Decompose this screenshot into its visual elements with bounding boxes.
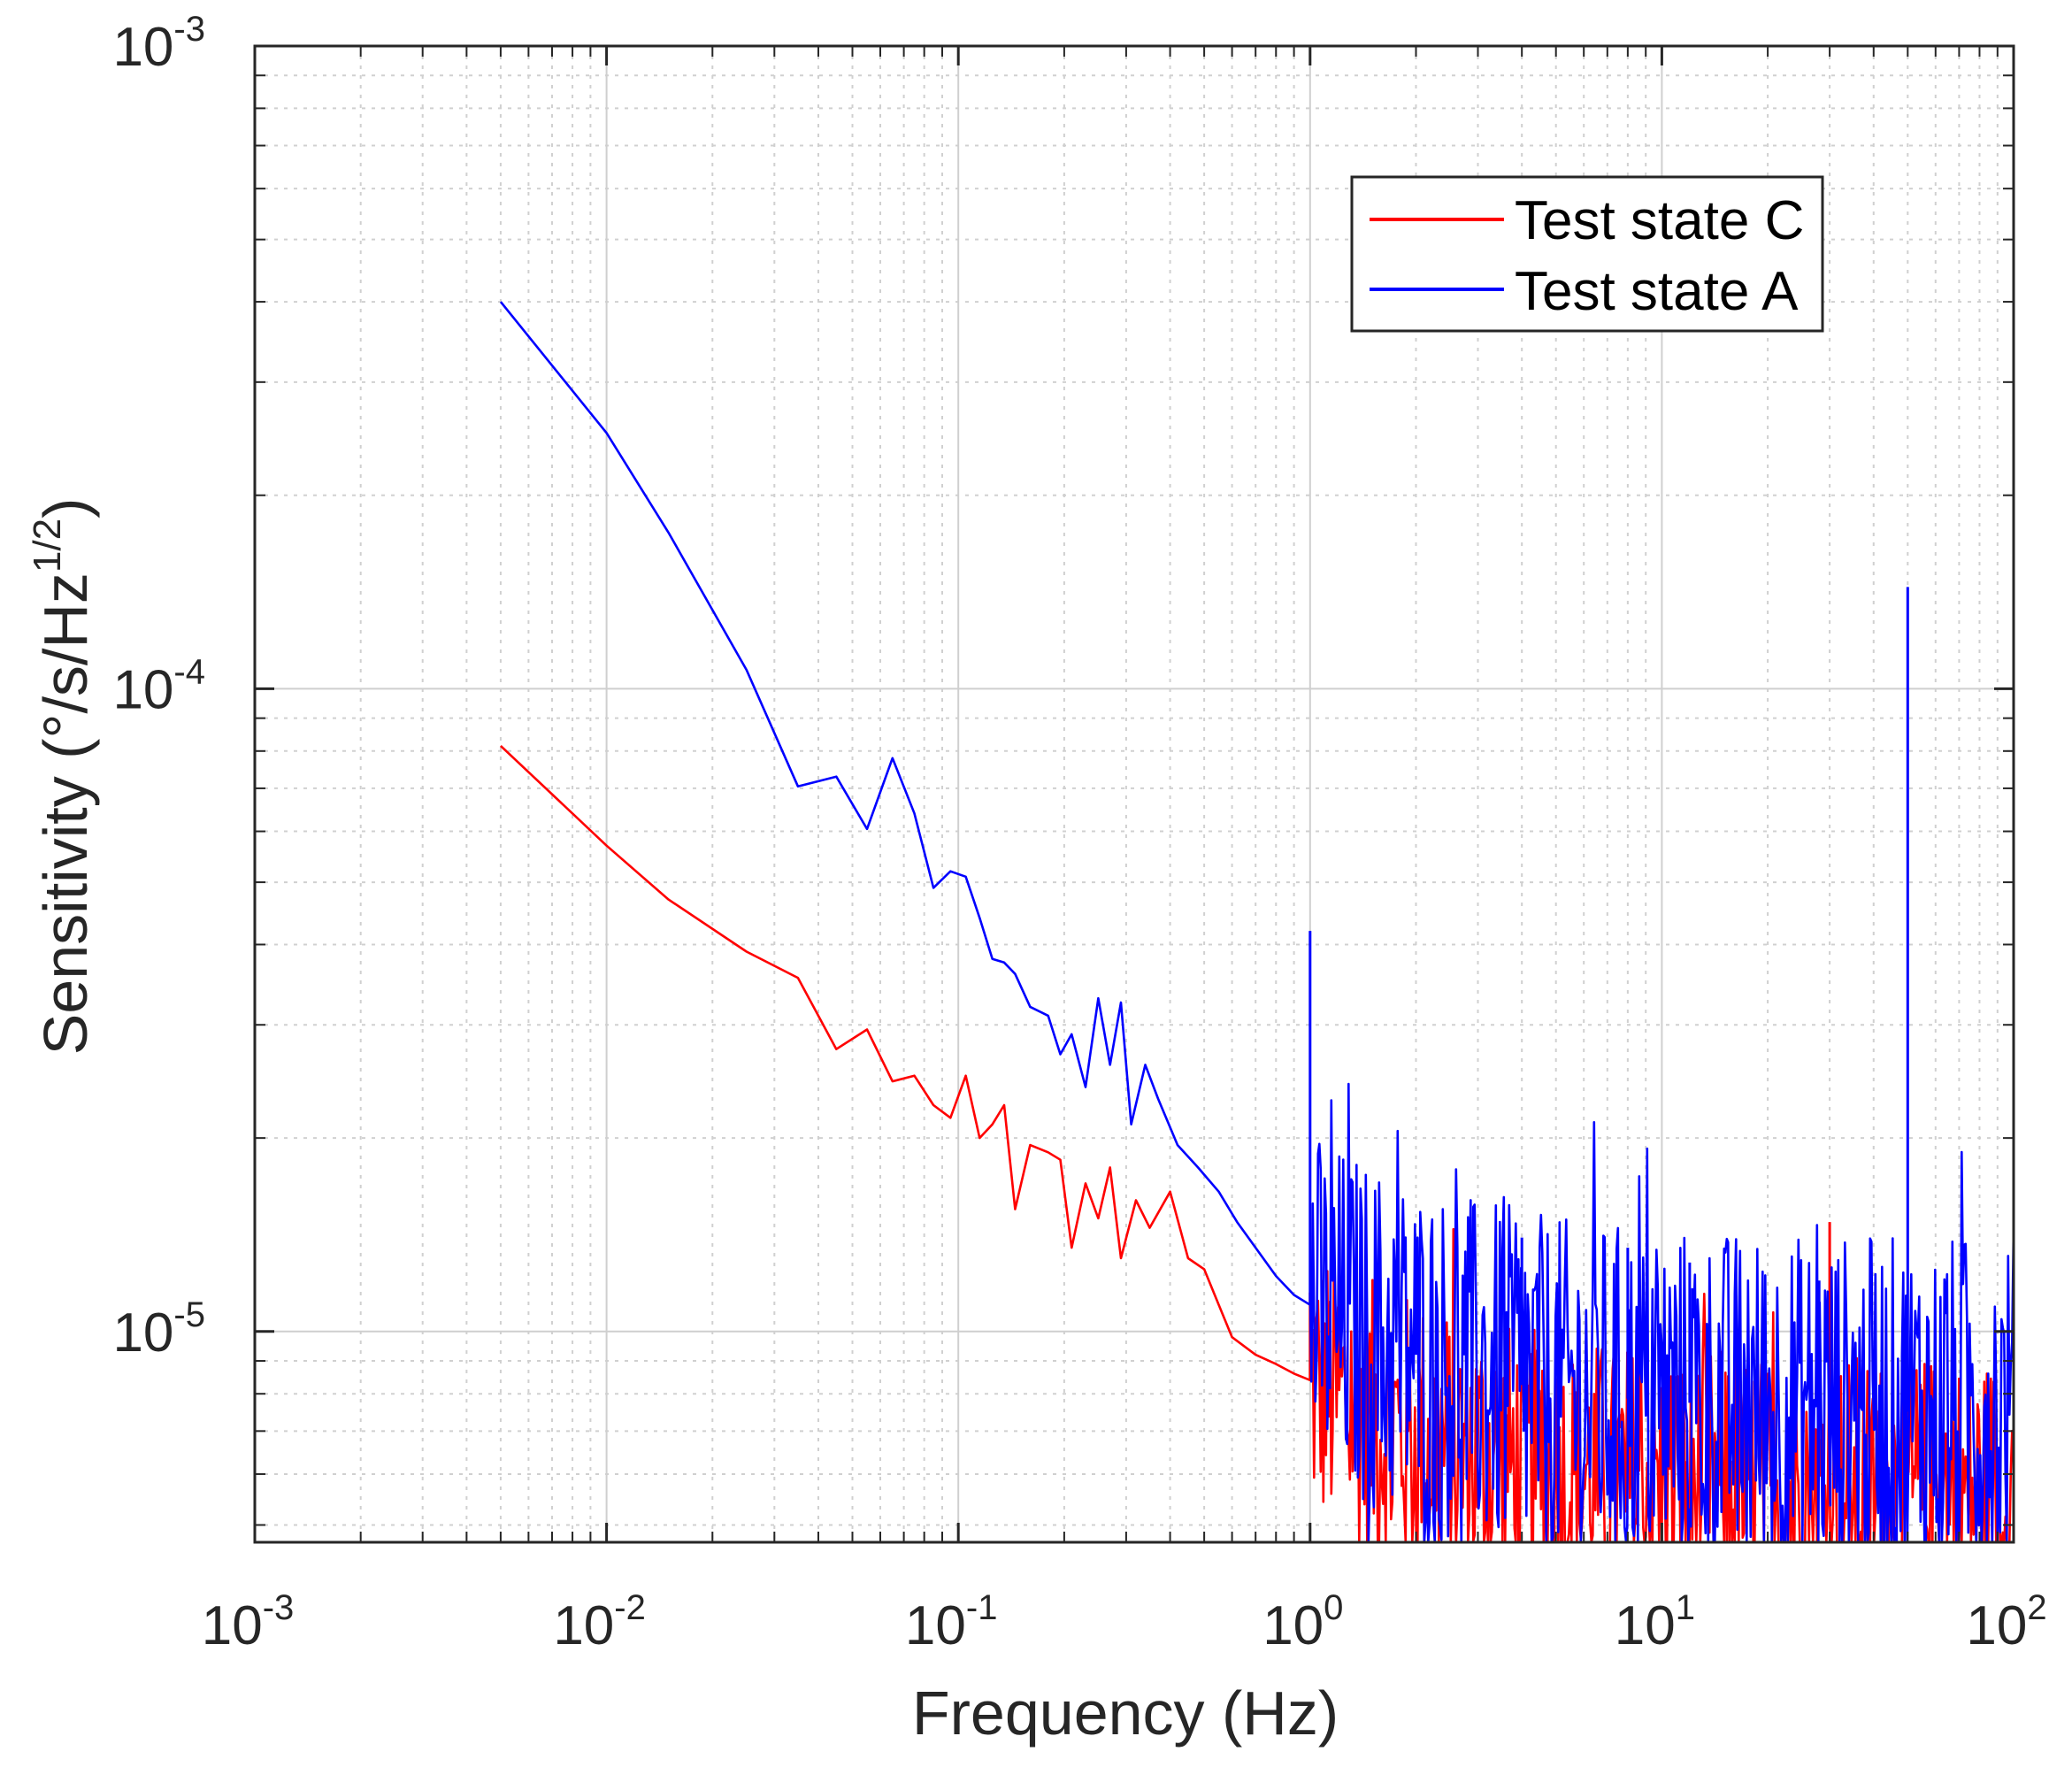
y-axis-title: Sensitivity (°/s/Hz1/2)	[26, 498, 100, 1056]
x-tick-exp: 0	[1324, 1588, 1343, 1627]
x-tick-base: 10	[1615, 1595, 1676, 1656]
x-tick-exp: -3	[263, 1588, 295, 1627]
x-tick-exp: 1	[1676, 1588, 1695, 1627]
x-tick-base: 10	[1966, 1595, 2027, 1656]
ticks-layer	[253, 44, 2015, 1542]
x-tick-base: 10	[553, 1595, 614, 1656]
legend: Test state C Test state A	[1350, 175, 1824, 333]
y-tick-base: 10	[112, 1302, 173, 1364]
series-line-test-state-a	[499, 301, 2015, 1544]
x-tick-label: 10-2	[553, 1588, 646, 1656]
x-tick-base: 10	[202, 1595, 263, 1656]
y-tick-label: 10-3	[112, 10, 205, 78]
y-axis-title-close: )	[31, 498, 100, 519]
x-tick-label: 101	[1615, 1588, 1695, 1656]
x-tick-base: 10	[1262, 1595, 1324, 1656]
x-tick-exp: -1	[966, 1588, 998, 1627]
y-axis-title-sup: 1/2	[26, 519, 69, 572]
y-axis-title-main: Sensitivity (°/s/Hz	[31, 572, 100, 1055]
legend-box	[1350, 175, 1824, 333]
y-tick-exp: -4	[173, 652, 205, 691]
x-axis-title: Frequency (Hz)	[912, 1679, 1339, 1748]
y-tick-label: 10-4	[112, 652, 205, 720]
x-tick-labels: 10-3 10-2 10-1 100 101 102	[202, 1588, 2047, 1656]
y-tick-exp: -5	[173, 1295, 205, 1334]
legend-label-test-state-a: Test state A	[1515, 261, 1799, 322]
axes-frame	[253, 44, 2015, 1544]
x-tick-label: 10-3	[202, 1588, 295, 1656]
y-tick-exp: -3	[173, 10, 205, 49]
x-tick-label: 100	[1262, 1588, 1343, 1656]
y-tick-label: 10-5	[112, 1295, 205, 1364]
x-tick-exp: -2	[614, 1588, 646, 1627]
x-tick-exp: 2	[2027, 1588, 2046, 1627]
x-tick-label: 10-1	[905, 1588, 998, 1656]
legend-label-test-state-c: Test state C	[1515, 190, 1804, 251]
x-tick-label: 102	[1966, 1588, 2046, 1656]
y-tick-base: 10	[112, 17, 173, 78]
x-tick-base: 10	[905, 1595, 966, 1656]
y-tick-labels: 10-510-410-3	[112, 10, 205, 1364]
y-tick-base: 10	[112, 659, 173, 720]
